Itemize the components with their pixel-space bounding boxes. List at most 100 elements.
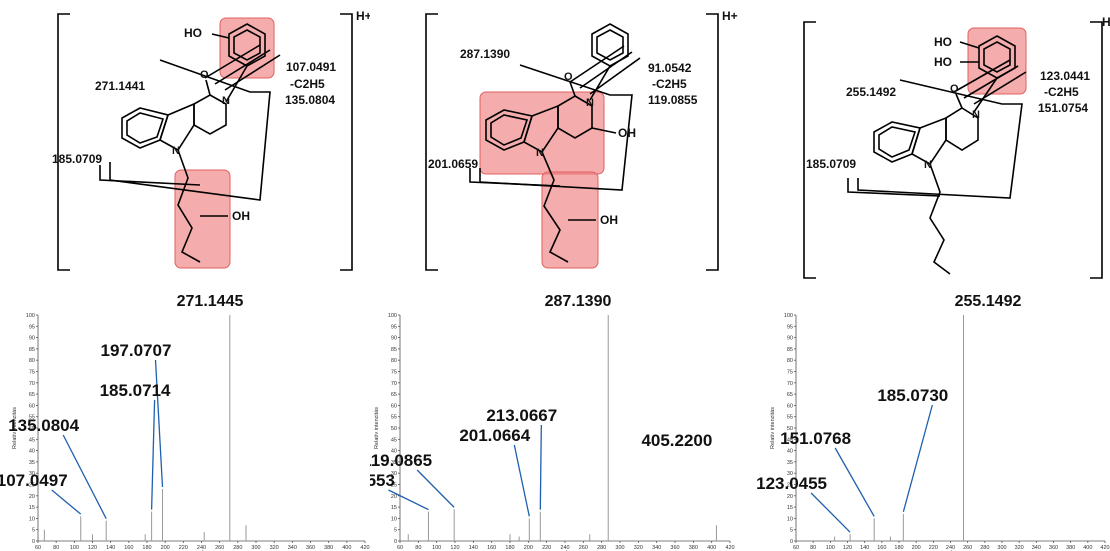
x-tick-label: 200 [524,545,533,551]
x-tick-label: 340 [652,545,661,551]
pyrrole-ring [523,104,559,154]
fragment-label-119: 119.0855 [648,93,698,107]
x-tick-label: 260 [963,545,972,551]
x-tick-label: 180 [894,545,903,551]
fragment-label-91: 91.0542 [648,61,692,75]
peak-annotation: 151.0768 [780,429,851,448]
annotation-leader [154,359,164,488]
x-tick-label: 160 [877,545,886,551]
y-tick-label: 55 [391,415,397,421]
y-tick-label: 85 [391,347,397,353]
spectrum-title: 271.1445 [177,293,244,310]
pyrrole-ring [911,116,947,166]
peak-annotation: 405.2200 [641,431,712,450]
fragment-label-123: 123.0441 [1040,69,1090,83]
panel-3: H+ HO HO 255.1492 123.0441 -C2H5 151.075… [740,0,1110,551]
x-tick-label: 280 [980,545,989,551]
x-tick-label: 80 [415,545,421,551]
pentyl-chain [177,149,201,263]
x-tick-label: 180 [142,545,151,551]
fragment-label-135: 135.0804 [285,93,335,107]
amide-n-label: N [222,95,230,107]
x-tick-label: 140 [106,545,115,551]
x-tick-label: 240 [560,545,569,551]
fragment-path-185 [99,165,201,186]
x-tick-label: 300 [251,545,260,551]
fragment-label-185: 185.0709 [52,152,102,166]
x-tick-label: 60 [35,545,41,551]
fragment-label-201: 201.0659 [428,157,478,171]
panel-3-figure: H+ HO HO 255.1492 123.0441 -C2H5 151.075… [756,15,1110,551]
loss-label: -C2H5 [652,77,687,91]
indole-n-label: N [172,145,180,157]
annotation-leader [51,489,82,515]
panel-2: H+ 287.1390 91.0542 -C2H5 119.0855 201.0… [370,0,740,551]
carbonyl-o-label: O [950,83,959,95]
y-tick-label: 5 [394,528,397,534]
y-tick-label: 95 [29,324,35,330]
x-tick-label: 200 [161,545,170,551]
y-tick-label: 10 [29,516,35,522]
x-tick-label: 360 [670,545,679,551]
ms-spectrum-3: 0 5 10 15 20 25 30 35 40 45 50 55 60 65 70 75 80 85 90 95 10… [756,313,1109,551]
annotation-leader [539,424,542,510]
x-tick-label: 380 [324,545,333,551]
x-tick-label: 180 [505,545,514,551]
charge-label: H+ [722,9,738,23]
spectrum-title: 287.1390 [545,293,612,310]
y-tick-label: 75 [391,370,397,376]
y-tick-label: 85 [29,347,35,353]
y-tick-label: 20 [391,494,397,500]
x-tick-label: 240 [197,545,206,551]
fragment-path-271 [109,59,271,201]
phenyl-highlight [967,27,1027,95]
x-tick-label: 340 [1032,545,1041,551]
bracket-right [706,13,719,271]
x-tick-label: 320 [634,545,643,551]
annotation-leader [902,404,933,513]
x-tick-label: 280 [233,545,242,551]
benzo-ring [873,121,922,163]
peak-annotation: 91.0553 [370,471,395,490]
x-tick-label: 400 [1083,545,1092,551]
y-tick-label: 45 [29,437,35,443]
pentyl-chain [929,163,951,275]
x-tick-label: 160 [487,545,496,551]
x-tick-label: 220 [542,545,551,551]
y-tick-label: 25 [29,483,35,489]
y-tick-label: 35 [29,460,35,466]
indole-n-label: N [924,159,932,171]
peak-annotation: 197.0707 [101,341,172,360]
y-tick-label: 90 [29,336,35,342]
y-tick-label: 50 [391,426,397,432]
fragment-label-151: 151.0754 [1038,101,1088,115]
x-tick-label: 280 [597,545,606,551]
y-tick-label: 50 [29,426,35,432]
y-tick-label: 40 [29,449,35,455]
oh-label: OH [232,209,250,223]
pyrrole-ring [159,102,195,152]
y-tick-label: 20 [787,494,793,500]
y-tick-label: 30 [787,471,793,477]
y-tick-label: 15 [391,505,397,511]
y-tick-label: 15 [29,505,35,511]
y-tick-label: 95 [787,324,793,330]
y-tick-label: 90 [391,336,397,342]
annotation-leader [416,469,455,508]
x-tick-label: 400 [707,545,716,551]
ho-bond [211,33,230,39]
y-tick-label: 55 [29,415,35,421]
x-tick-label: 120 [450,545,459,551]
y-tick-label: 0 [32,539,35,545]
x-tick-label: 380 [1066,545,1075,551]
y-tick-label: 40 [787,449,793,455]
x-tick-label: 100 [432,545,441,551]
y-tick-label: 65 [787,392,793,398]
y-tick-label: 85 [787,347,793,353]
y-tick-label: 60 [29,403,35,409]
annotation-leader [834,447,875,517]
ms-spectrum-2: 0 5 10 15 20 25 30 35 40 45 50 55 60 65 70 75 80 85 90 95 10… [370,313,735,551]
fragment-label-287: 287.1390 [460,47,510,61]
x-tick-label: 300 [997,545,1006,551]
y-tick-label: 40 [391,449,397,455]
